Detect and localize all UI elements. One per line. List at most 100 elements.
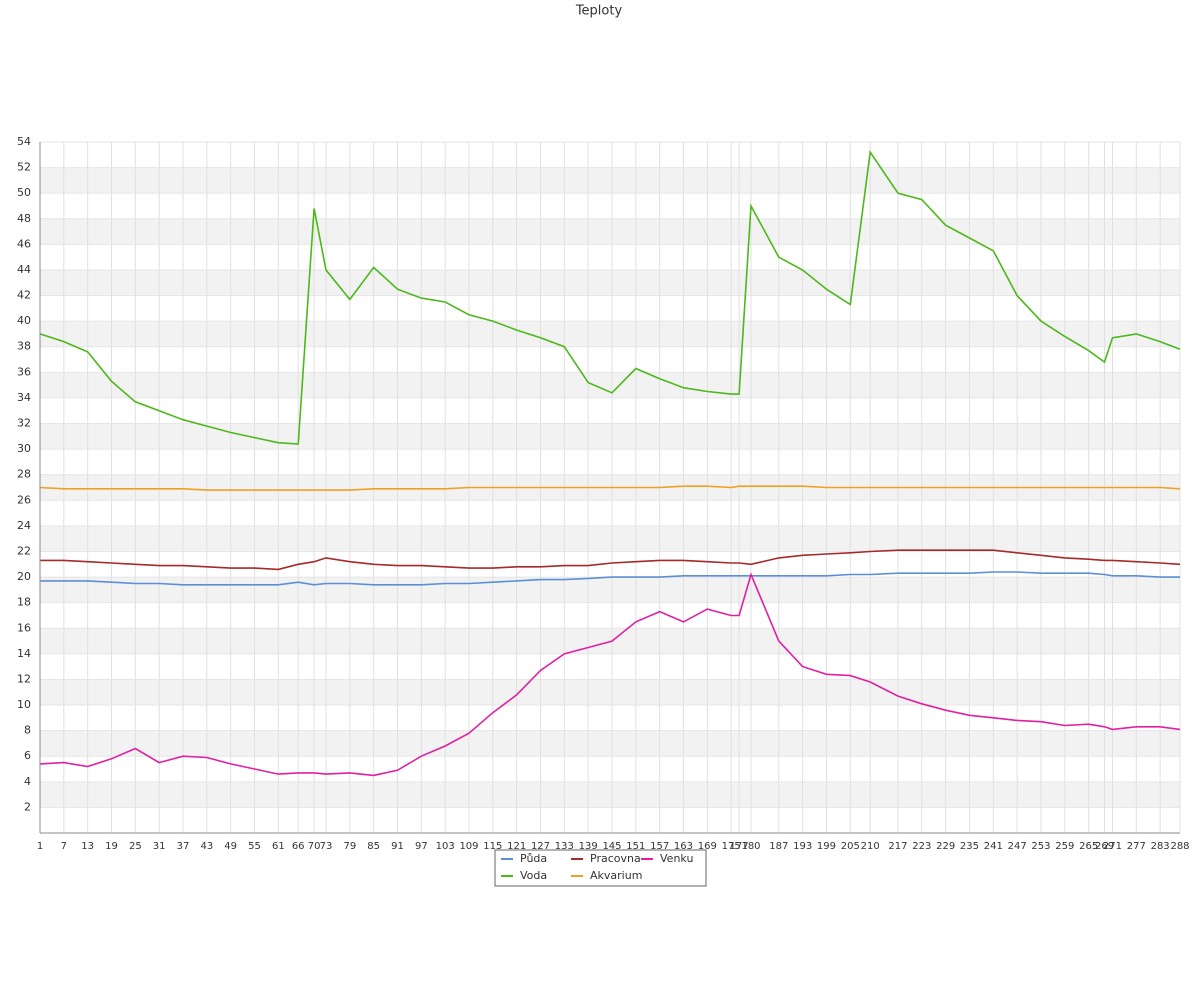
x-tick-label: 229	[936, 841, 955, 852]
grid-band	[40, 167, 1180, 194]
y-tick-label: 42	[17, 289, 31, 302]
x-tick-label: 19	[105, 841, 118, 852]
x-tick-label: 103	[436, 841, 455, 852]
y-tick-label: 12	[17, 672, 31, 685]
legend: Půda Pracovna Venku Voda Akvarium	[494, 849, 707, 887]
y-tick-label: 6	[24, 749, 31, 762]
x-tick-label: 277	[1127, 841, 1146, 852]
grid-band	[40, 218, 1180, 245]
grid-band	[40, 269, 1180, 296]
series-line	[40, 549, 1181, 571]
y-tick-label: 18	[17, 596, 31, 609]
x-tick-label: 7	[61, 841, 67, 852]
y-tick-label: 20	[17, 570, 31, 583]
x-tick-label: 187	[769, 841, 788, 852]
x-tick-label: 235	[960, 841, 979, 852]
x-tick-label: 139	[579, 841, 598, 852]
y-tick-label: 4	[24, 775, 31, 788]
y-tick-label: 44	[17, 263, 31, 276]
y-tick-label: 40	[17, 314, 31, 327]
x-tick-label: 241	[984, 841, 1003, 852]
y-tick-label: 36	[17, 365, 31, 378]
series-line	[39, 572, 1181, 777]
x-tick-label: 97	[415, 841, 428, 852]
legend-label: Půda	[520, 852, 547, 865]
x-tick-label: 31	[153, 841, 166, 852]
x-tick-label: 193	[793, 841, 812, 852]
grid	[39, 141, 1181, 833]
legend-label: Venku	[660, 852, 693, 865]
x-tick-label: 1	[37, 841, 43, 852]
y-tick-label: 2	[24, 800, 31, 813]
y-tick-label: 28	[17, 468, 31, 481]
x-tick-label: 247	[1008, 841, 1027, 852]
x-tick-label: 133	[555, 841, 574, 852]
legend-label: Akvarium	[590, 869, 642, 882]
series-line	[39, 150, 1181, 445]
y-tick-label: 14	[17, 647, 31, 660]
x-tick-label: 199	[817, 841, 836, 852]
lines	[39, 150, 1181, 777]
grid-band	[40, 525, 1180, 552]
x-tick-label: 43	[200, 841, 213, 852]
y-tick-label: 46	[17, 237, 31, 250]
x-tick-label: 265	[1079, 841, 1098, 852]
legend-label: Pracovna	[590, 852, 641, 865]
x-tick-label: 127	[531, 841, 550, 852]
grid-band	[40, 781, 1180, 808]
grid-band	[40, 577, 1180, 603]
y-tick-label: 48	[17, 212, 31, 225]
x-tick-label: 223	[912, 841, 931, 852]
x-tick-label: 283	[1151, 841, 1170, 852]
x-tick-label: 163	[674, 841, 693, 852]
x-tick-label: 109	[459, 841, 478, 852]
x-tick-label: 73	[320, 841, 333, 852]
grid-band	[40, 423, 1180, 450]
x-tick-label: 151	[626, 841, 645, 852]
y-tick-label: 38	[17, 340, 31, 353]
y-tick-label: 8	[24, 724, 31, 737]
grid-band	[40, 730, 1180, 757]
y-tick-label: 22	[17, 544, 31, 557]
x-tick-label: 169	[698, 841, 717, 852]
x-tick-label: 85	[367, 841, 380, 852]
y-tick-label: 54	[17, 135, 31, 148]
y-tick-label: 26	[17, 493, 31, 506]
x-tick-label: 157	[650, 841, 669, 852]
x-tick-label: 61	[272, 841, 285, 852]
x-tick-label: 115	[483, 841, 502, 852]
legend-label: Voda	[520, 869, 547, 882]
x-tick-label: 145	[602, 841, 621, 852]
x-tick-label: 177	[730, 841, 749, 852]
y-tick-label: 32	[17, 417, 31, 430]
series-line	[40, 571, 1180, 586]
y-tick-label: 52	[17, 161, 31, 174]
grid-band	[40, 321, 1180, 347]
y-tick-label: 16	[17, 621, 31, 634]
x-tick-label: 269	[1095, 841, 1114, 852]
x-tick-label: 79	[343, 841, 356, 852]
x-tick-label: 70	[308, 841, 321, 852]
x-tick-label: 288	[1170, 841, 1189, 852]
x-tick-label: 55	[248, 841, 261, 852]
x-tick-label: 271	[1103, 841, 1122, 852]
x-tick-label: 13	[81, 841, 94, 852]
x-tick-label: 210	[861, 841, 880, 852]
y-tick-label: 24	[17, 519, 31, 532]
grid-band	[40, 372, 1180, 398]
x-tick-label: 180	[741, 841, 760, 852]
x-tick-label: 217	[888, 841, 907, 852]
labels: 2468101214161820222426283032343638404244…	[17, 135, 1190, 852]
series-line	[39, 485, 1181, 491]
x-tick-label: 175	[722, 841, 741, 852]
x-tick-label: 253	[1031, 841, 1050, 852]
x-tick-label: 91	[391, 841, 404, 852]
y-tick-label: 30	[17, 442, 31, 455]
x-tick-label: 259	[1055, 841, 1074, 852]
y-tick-label: 10	[17, 698, 31, 711]
legend-box	[494, 849, 707, 887]
grid-band	[40, 679, 1180, 706]
chart-title: Teploty	[575, 4, 623, 19]
x-tick-label: 205	[841, 841, 860, 852]
